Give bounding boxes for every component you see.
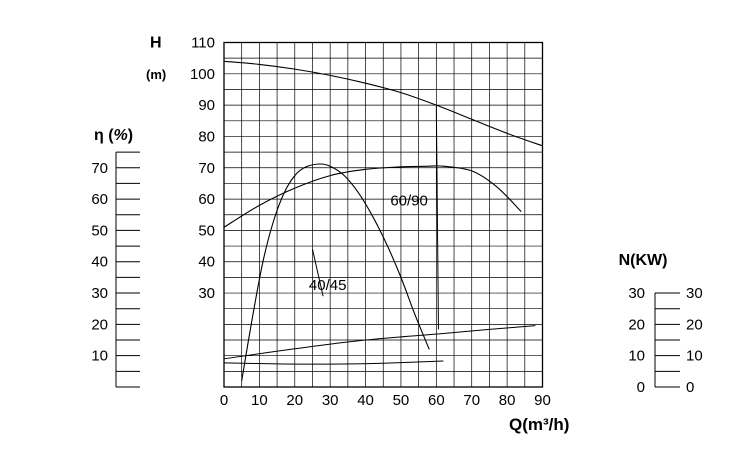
svg-text:80: 80 <box>198 128 215 145</box>
svg-text:70: 70 <box>91 160 108 177</box>
svg-text:η (%): η (%) <box>94 127 133 144</box>
svg-text:60/90: 60/90 <box>390 192 428 209</box>
svg-text:30: 30 <box>686 285 703 302</box>
svg-text:50: 50 <box>393 392 410 409</box>
svg-text:30: 30 <box>322 392 339 409</box>
svg-text:20: 20 <box>286 392 303 409</box>
svg-text:60: 60 <box>198 191 215 208</box>
svg-text:40: 40 <box>357 392 374 409</box>
svg-text:30: 30 <box>91 285 108 302</box>
svg-text:20: 20 <box>686 316 703 333</box>
svg-text:80: 80 <box>499 392 516 409</box>
svg-text:50: 50 <box>91 222 108 239</box>
svg-text:60: 60 <box>91 191 108 208</box>
svg-text:N(KW): N(KW) <box>619 252 668 269</box>
svg-text:90: 90 <box>534 392 551 409</box>
svg-text:10: 10 <box>91 348 108 365</box>
svg-text:40: 40 <box>91 254 108 271</box>
svg-text:40/45: 40/45 <box>309 277 347 294</box>
svg-text:30: 30 <box>198 285 215 302</box>
svg-text:90: 90 <box>198 97 215 114</box>
svg-text:100: 100 <box>190 66 215 83</box>
svg-text:0: 0 <box>220 392 228 409</box>
svg-text:0: 0 <box>686 379 694 396</box>
svg-text:70: 70 <box>198 160 215 177</box>
svg-text:60: 60 <box>428 392 445 409</box>
svg-text:20: 20 <box>628 316 645 333</box>
svg-text:10: 10 <box>686 348 703 365</box>
svg-text:(m): (m) <box>146 67 166 82</box>
svg-text:20: 20 <box>91 316 108 333</box>
svg-text:30: 30 <box>628 285 645 302</box>
svg-text:H: H <box>150 35 162 52</box>
svg-text:Q(m³/h): Q(m³/h) <box>509 415 569 434</box>
svg-text:40: 40 <box>198 254 215 271</box>
svg-text:50: 50 <box>198 222 215 239</box>
svg-text:70: 70 <box>463 392 480 409</box>
svg-text:110: 110 <box>191 35 215 52</box>
svg-text:0: 0 <box>637 379 645 396</box>
svg-text:10: 10 <box>251 392 268 409</box>
svg-text:10: 10 <box>628 348 645 365</box>
